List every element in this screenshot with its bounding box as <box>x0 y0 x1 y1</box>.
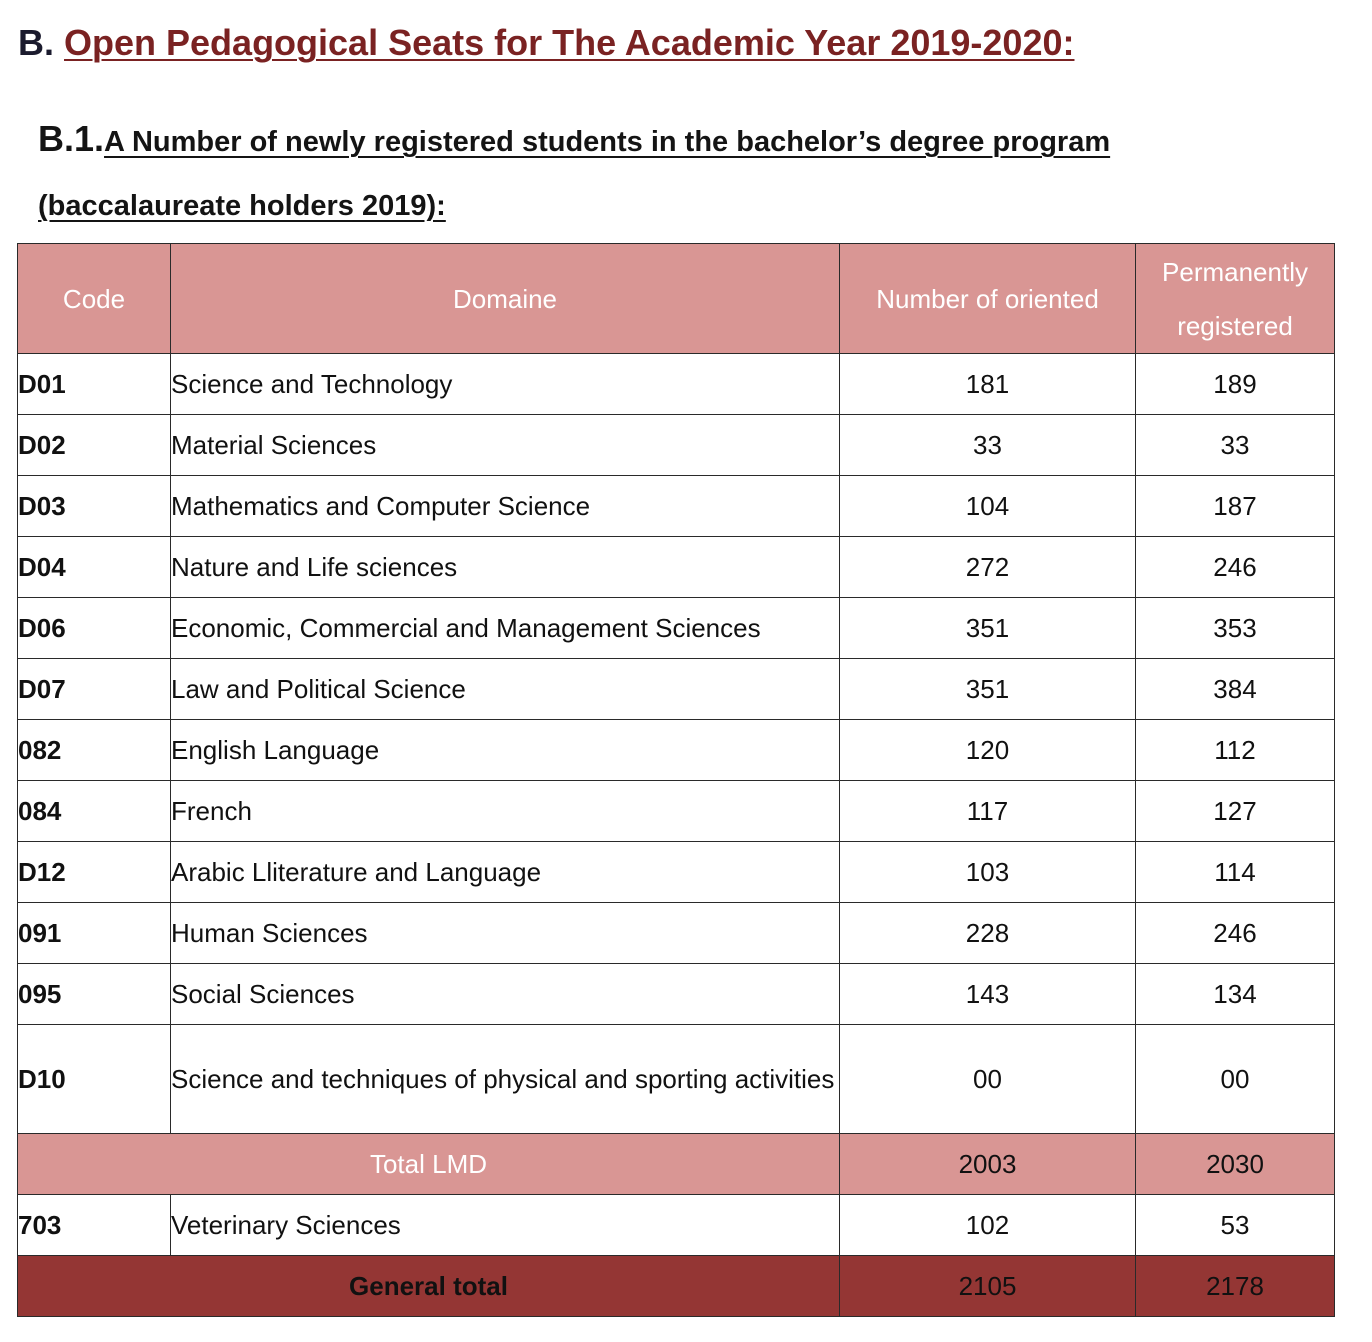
table-row: 084 French 117 127 <box>17 780 1335 842</box>
general-total-oriented: 2105 <box>839 1255 1136 1317</box>
table-row: D06 Economic, Commercial and Management … <box>17 597 1335 659</box>
subsection-number-b1: B.1. <box>38 118 105 159</box>
table-row: 095 Social Sciences 143 134 <box>17 963 1335 1025</box>
table-row: D03 Mathematics and Computer Science 104… <box>17 475 1335 537</box>
row-code: D04 <box>17 536 171 598</box>
row-domain: Arabic Lliterature and Language <box>170 841 840 903</box>
row-oriented: 33 <box>839 414 1136 476</box>
row-oriented: 181 <box>839 353 1136 415</box>
row-code: D12 <box>17 841 171 903</box>
total-lmd-label: Total LMD <box>17 1133 840 1195</box>
header-number-oriented: Number of oriented <box>839 243 1136 354</box>
row-domain: Science and Technology <box>170 353 840 415</box>
table-row: D10 Science and techniques of physical a… <box>17 1024 1335 1134</box>
row-registered: 246 <box>1135 536 1335 598</box>
section-heading-b: B. Open Pedagogical Seats for The Academ… <box>18 22 1074 64</box>
table-row: D02 Material Sciences 33 33 <box>17 414 1335 476</box>
header-domain: Domaine <box>170 243 840 354</box>
subsection-title-b1: A Number of newly registered students in… <box>104 126 1111 158</box>
row-registered: 353 <box>1135 597 1335 659</box>
subsection-title-b1-line2: (baccalaureate holders 2019): <box>38 190 446 222</box>
row-registered: 00 <box>1135 1024 1335 1134</box>
table-row: D07 Law and Political Science 351 384 <box>17 658 1335 720</box>
row-domain: Material Sciences <box>170 414 840 476</box>
row-code: D03 <box>17 475 171 537</box>
row-registered: 53 <box>1135 1194 1335 1256</box>
row-oriented: 103 <box>839 841 1136 903</box>
row-registered: 127 <box>1135 780 1335 842</box>
row-code: D06 <box>17 597 171 659</box>
header-code: Code <box>17 243 171 354</box>
row-domain: Nature and Life sciences <box>170 536 840 598</box>
row-oriented: 351 <box>839 597 1136 659</box>
row-domain: Human Sciences <box>170 902 840 964</box>
row-domain: Social Sciences <box>170 963 840 1025</box>
table-row: 082 English Language 120 112 <box>17 719 1335 781</box>
subsection-heading-b1: B.1.A Number of newly registered student… <box>38 118 1110 160</box>
row-code: 095 <box>17 963 171 1025</box>
row-registered: 189 <box>1135 353 1335 415</box>
row-code: 082 <box>17 719 171 781</box>
row-code: D10 <box>17 1024 171 1134</box>
row-registered: 384 <box>1135 658 1335 720</box>
row-domain: Science and techniques of physical and s… <box>170 1024 840 1134</box>
row-domain: French <box>170 780 840 842</box>
row-registered: 246 <box>1135 902 1335 964</box>
row-oriented: 120 <box>839 719 1136 781</box>
row-domain: Mathematics and Computer Science <box>170 475 840 537</box>
table-header-row: Code Domaine Number of oriented Permanen… <box>17 243 1335 354</box>
row-oriented: 143 <box>839 963 1136 1025</box>
row-code: 703 <box>17 1194 171 1256</box>
row-code: D02 <box>17 414 171 476</box>
table-row: 091 Human Sciences 228 246 <box>17 902 1335 964</box>
total-lmd-registered: 2030 <box>1135 1133 1335 1195</box>
row-registered: 187 <box>1135 475 1335 537</box>
row-domain: Veterinary Sciences <box>170 1194 840 1256</box>
row-code: 091 <box>17 902 171 964</box>
row-registered: 112 <box>1135 719 1335 781</box>
row-registered: 114 <box>1135 841 1335 903</box>
section-title-b: Open Pedagogical Seats for The Academic … <box>64 22 1075 63</box>
row-code: D07 <box>17 658 171 720</box>
general-total-label: General total <box>17 1255 840 1317</box>
row-oriented: 272 <box>839 536 1136 598</box>
row-domain: English Language <box>170 719 840 781</box>
registered-students-table: Code Domaine Number of oriented Permanen… <box>17 243 1335 1317</box>
total-lmd-oriented: 2003 <box>839 1133 1136 1195</box>
row-code: 084 <box>17 780 171 842</box>
row-domain: Law and Political Science <box>170 658 840 720</box>
row-oriented: 104 <box>839 475 1136 537</box>
table-row: 703 Veterinary Sciences 102 53 <box>17 1194 1335 1256</box>
row-registered: 134 <box>1135 963 1335 1025</box>
table-row: D04 Nature and Life sciences 272 246 <box>17 536 1335 598</box>
header-permanently-registered: Permanently registered <box>1135 243 1335 354</box>
section-number-b: B. <box>18 22 54 63</box>
general-total-registered: 2178 <box>1135 1255 1335 1317</box>
row-oriented: 351 <box>839 658 1136 720</box>
general-total-row: General total 2105 2178 <box>17 1255 1335 1317</box>
row-registered: 33 <box>1135 414 1335 476</box>
row-domain: Economic, Commercial and Management Scie… <box>170 597 840 659</box>
row-oriented: 00 <box>839 1024 1136 1134</box>
row-code: D01 <box>17 353 171 415</box>
total-lmd-row: Total LMD 2003 2030 <box>17 1133 1335 1195</box>
row-oriented: 102 <box>839 1194 1136 1256</box>
row-oriented: 117 <box>839 780 1136 842</box>
table-row: D12 Arabic Lliterature and Language 103 … <box>17 841 1335 903</box>
table-row: D01 Science and Technology 181 189 <box>17 353 1335 415</box>
row-oriented: 228 <box>839 902 1136 964</box>
